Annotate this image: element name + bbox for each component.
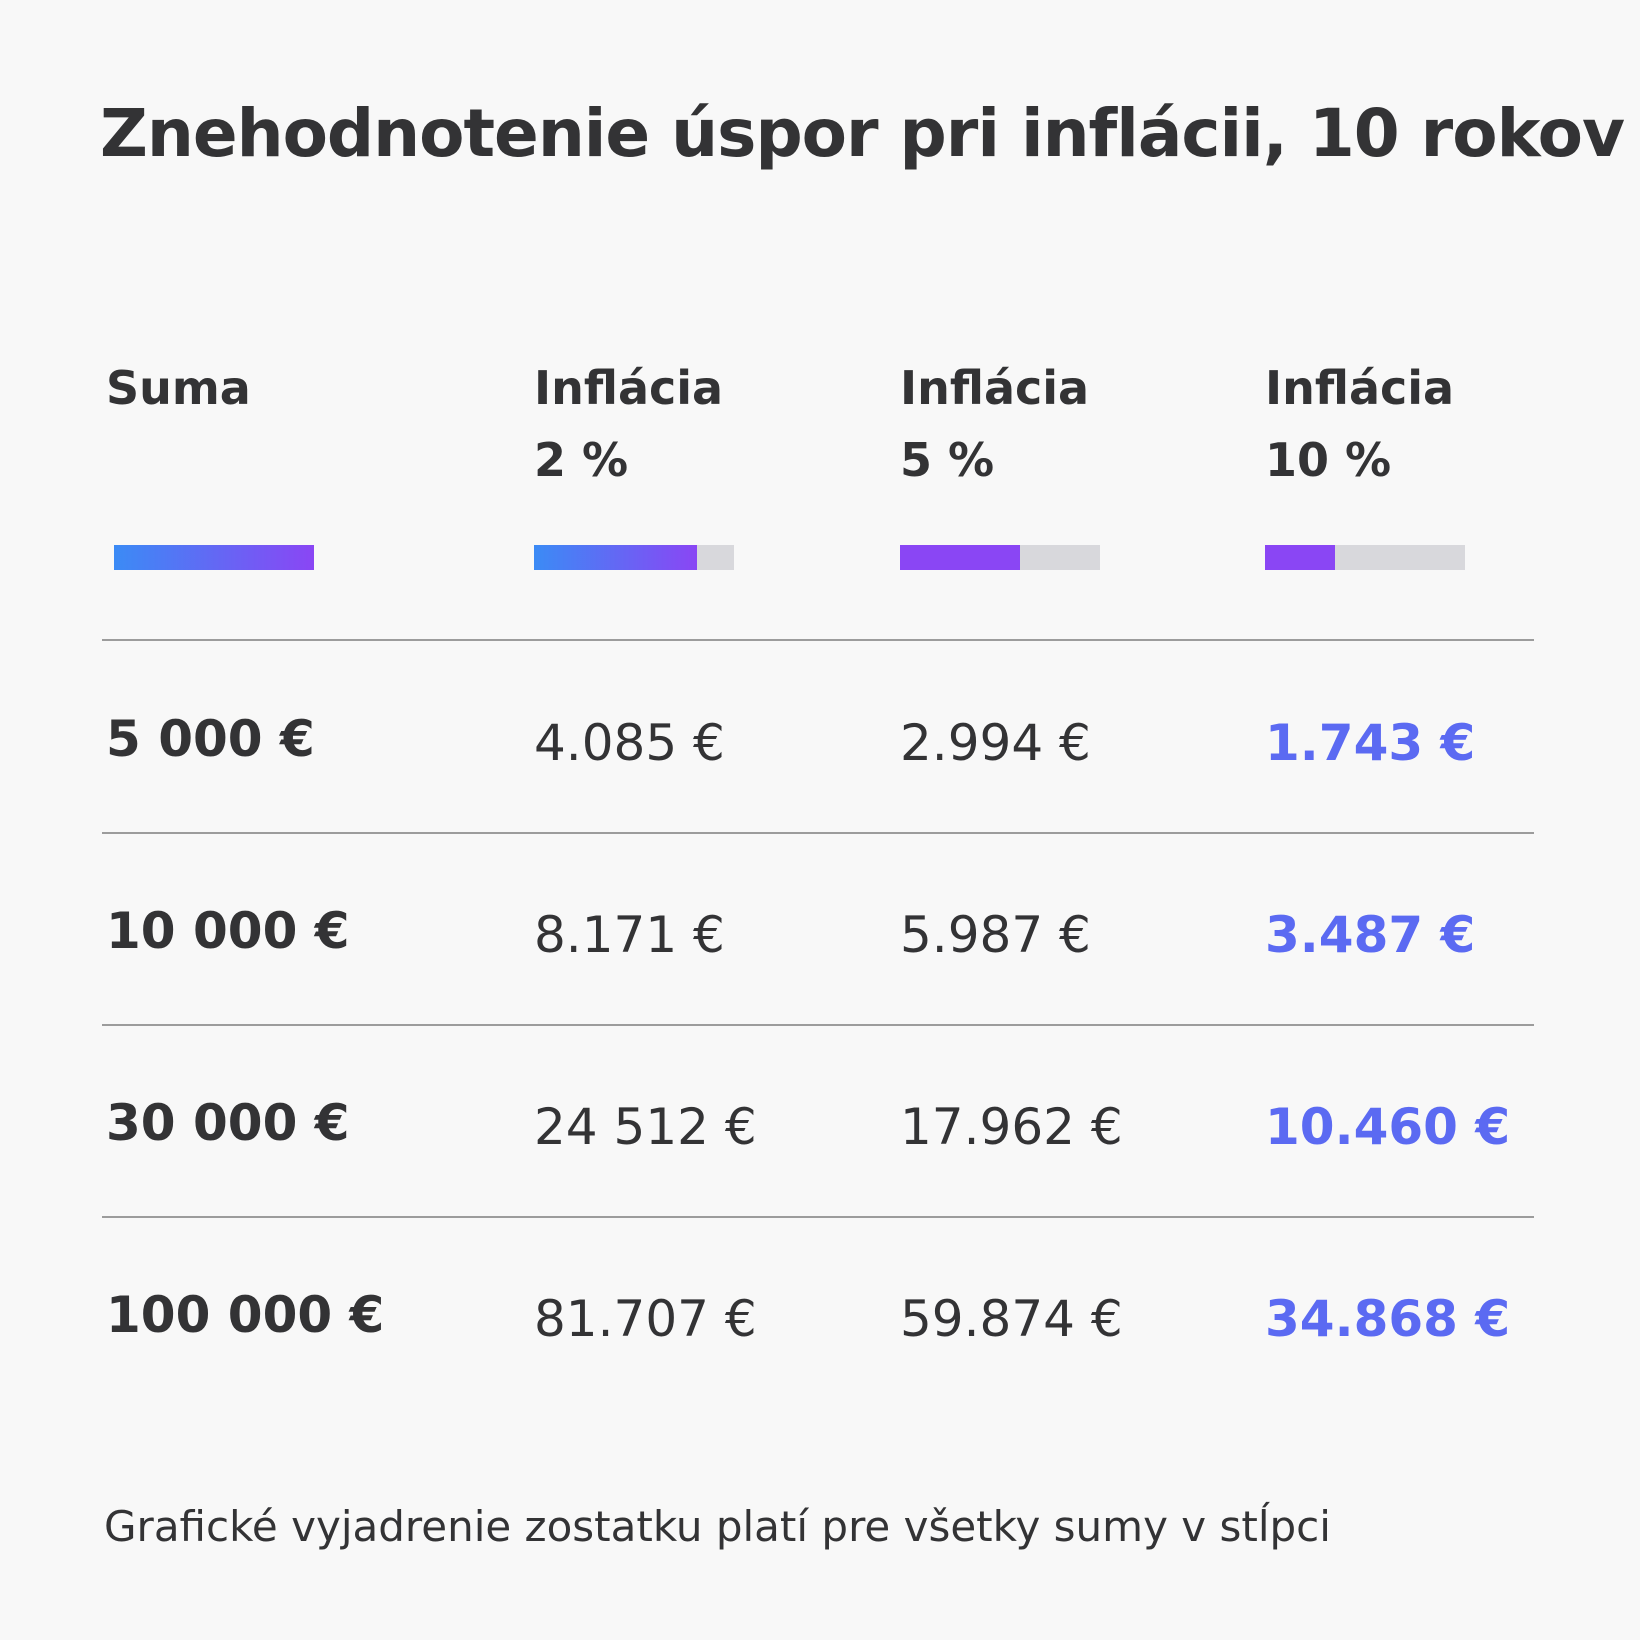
value-inflation-10: 34.868 € <box>1265 1290 1511 1348</box>
value-inflation-10: 1.743 € <box>1265 714 1476 772</box>
row-divider <box>102 1024 1534 1026</box>
row-divider <box>102 1216 1534 1218</box>
value-inflation-5: 17.962 € <box>900 1098 1123 1156</box>
remaining-value-bar-inflation-5 <box>900 545 1100 570</box>
value-inflation-2: 24 512 € <box>534 1098 757 1156</box>
row-divider <box>102 832 1534 834</box>
column-label: Suma <box>106 361 251 415</box>
column-label: Inflácia <box>1265 361 1455 415</box>
remaining-value-bar-inflation-2 <box>534 545 734 570</box>
page-title: Znehodnotenie úspor pri inflácii, 10 rok… <box>100 95 1625 172</box>
bar-fill <box>1265 545 1335 570</box>
value-inflation-2: 81.707 € <box>534 1290 757 1348</box>
column-rate: 10 % <box>1265 433 1392 487</box>
value-inflation-10: 3.487 € <box>1265 906 1476 964</box>
remaining-value-bar-inflation-10 <box>1265 545 1465 570</box>
bar-fill <box>114 545 314 570</box>
value-inflation-2: 8.171 € <box>534 906 725 964</box>
value-inflation-5: 59.874 € <box>900 1290 1123 1348</box>
row-sum: 30 000 € <box>106 1094 350 1152</box>
column-header-sum: Suma <box>106 352 251 424</box>
column-label: Inflácia <box>534 361 724 415</box>
column-label: Inflácia <box>900 361 1090 415</box>
column-rate: 2 % <box>534 433 629 487</box>
bar-fill <box>900 545 1020 570</box>
bar-fill <box>534 545 698 570</box>
value-inflation-2: 4.085 € <box>534 714 725 772</box>
value-inflation-5: 2.994 € <box>900 714 1091 772</box>
column-header-inflation-2: Inflácia 2 % <box>534 352 723 496</box>
row-sum: 10 000 € <box>106 902 350 960</box>
value-inflation-10: 10.460 € <box>1265 1098 1511 1156</box>
column-header-inflation-5: Inflácia 5 % <box>900 352 1089 496</box>
footnote: Grafické vyjadrenie zostatku platí pre v… <box>104 1502 1331 1551</box>
row-sum: 5 000 € <box>106 710 315 768</box>
row-sum: 100 000 € <box>106 1286 385 1344</box>
row-divider <box>102 639 1534 641</box>
remaining-value-bar-sum <box>114 545 314 570</box>
value-inflation-5: 5.987 € <box>900 906 1091 964</box>
column-header-inflation-10: Inflácia 10 % <box>1265 352 1454 496</box>
column-rate: 5 % <box>900 433 995 487</box>
